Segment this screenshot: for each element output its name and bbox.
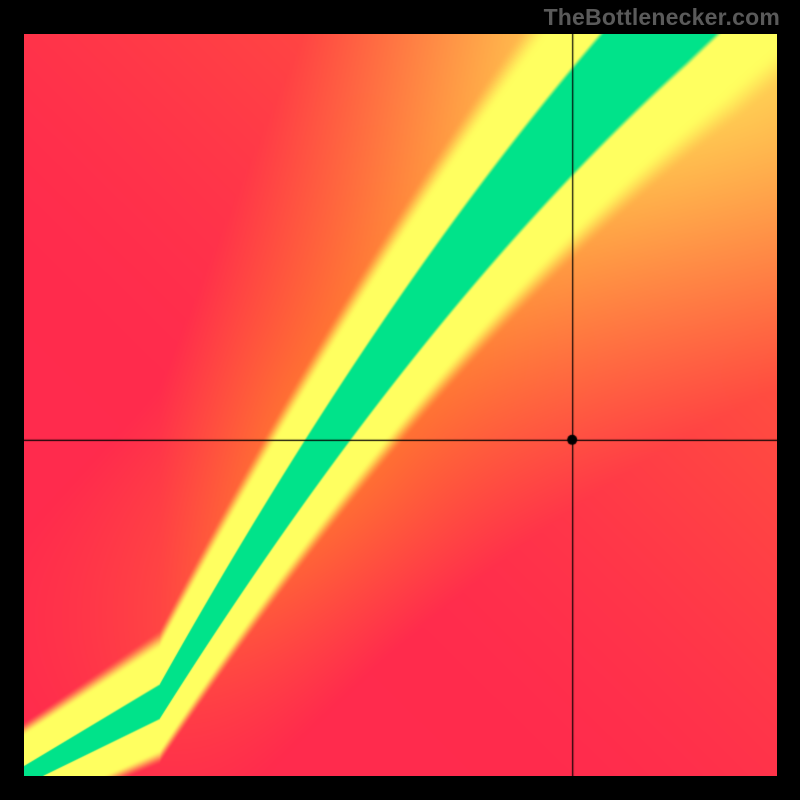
heatmap-plot — [24, 34, 777, 776]
watermark-text: TheBottlenecker.com — [544, 4, 780, 31]
heatmap-canvas — [24, 34, 777, 776]
